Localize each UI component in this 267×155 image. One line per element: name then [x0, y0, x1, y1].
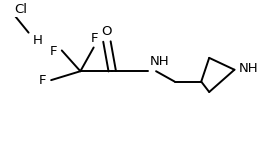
Text: NH: NH	[239, 62, 259, 75]
Text: O: O	[102, 25, 112, 38]
Text: F: F	[39, 74, 46, 87]
Text: NH: NH	[150, 55, 169, 68]
Text: F: F	[49, 45, 57, 58]
Text: H: H	[33, 34, 42, 47]
Text: F: F	[91, 31, 99, 44]
Text: Cl: Cl	[14, 3, 27, 16]
